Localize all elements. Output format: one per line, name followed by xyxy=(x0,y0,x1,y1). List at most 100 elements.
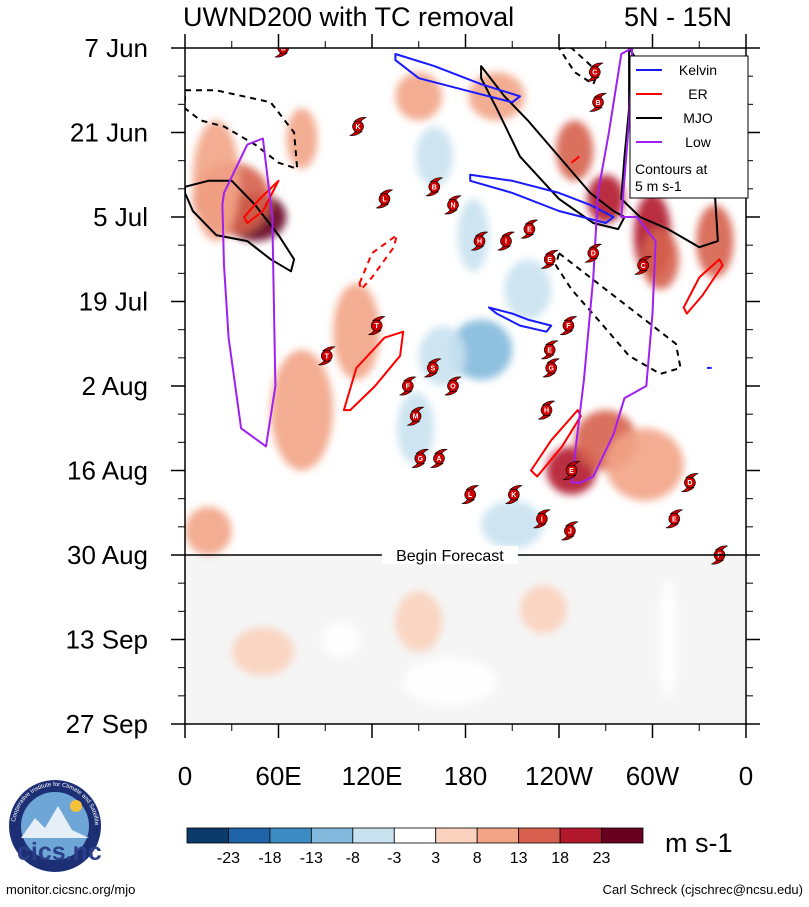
tc-marker: E xyxy=(562,461,581,480)
forecast-label: Begin Forecast xyxy=(396,548,504,565)
anomaly-patch xyxy=(457,198,489,272)
tc-marker: H xyxy=(470,231,489,251)
tc-letter: D xyxy=(687,480,692,487)
forecast-label-bg xyxy=(381,546,518,564)
tc-letter: G xyxy=(548,365,554,372)
y-tick-label: 27 Sep xyxy=(66,709,148,739)
contour-layer xyxy=(185,48,724,484)
colorbar-label: 18 xyxy=(551,850,569,867)
tc-arm-icon xyxy=(638,255,653,261)
tc-marker: C xyxy=(585,62,604,82)
logo-text: cics.nc xyxy=(17,838,102,866)
tc-marker: E xyxy=(540,249,559,269)
colorbar-swatch xyxy=(601,827,644,844)
tc-marker: E xyxy=(520,219,539,239)
tc-letter: T xyxy=(325,353,330,360)
tropical-cyclone-layer: C C B K B L N E H I D E C T F T E S G F O H M G A E D L K I E J F xyxy=(274,39,729,565)
colorbar-units: m s-1 xyxy=(665,828,733,858)
tc-marker: A xyxy=(430,448,448,468)
tc-arm-icon xyxy=(497,245,511,251)
tc-arm-icon xyxy=(349,131,363,136)
x-tick-label: 0 xyxy=(739,761,753,791)
tc-arm-icon xyxy=(279,39,291,43)
tc-marker: E xyxy=(665,509,684,529)
tc-arm-icon xyxy=(589,107,603,112)
contour-mjo xyxy=(558,48,599,86)
tc-eye-icon xyxy=(545,362,558,374)
anomaly-patch xyxy=(322,621,360,658)
tc-letter: I xyxy=(505,239,507,246)
tc-eye-icon xyxy=(433,452,445,465)
tc-arm-icon xyxy=(444,209,458,215)
colorbar-swatch xyxy=(559,827,602,844)
tc-arm-icon xyxy=(541,400,556,406)
y-tick-label: 30 Aug xyxy=(67,540,148,570)
anomaly-patch xyxy=(322,168,360,266)
tc-arm-icon xyxy=(367,330,382,336)
colorbar-swatch xyxy=(435,827,478,844)
contour-er xyxy=(530,409,582,478)
colorbar-label: -18 xyxy=(258,850,281,867)
tc-arm-icon xyxy=(371,316,386,321)
tc-letter: N xyxy=(450,202,455,209)
tc-eye-icon xyxy=(473,235,486,247)
tc-eye-icon xyxy=(428,181,441,193)
anomaly-patch xyxy=(270,349,334,471)
tc-marker: T xyxy=(367,316,386,336)
contour-kelvin xyxy=(469,173,615,224)
tc-eye-icon xyxy=(414,452,427,465)
axis-layer: Begin Forecast 7 Jun 21 Jun 5 Jul 19 Jul 2 Au… xyxy=(66,33,760,791)
tc-arm-icon xyxy=(566,461,581,466)
legend-note: Contours at xyxy=(635,161,707,177)
tc-eye-icon xyxy=(540,404,553,416)
tc-eye-icon xyxy=(352,120,364,133)
y-tick-label: 5 Jul xyxy=(93,202,148,232)
anomaly-patch xyxy=(605,428,684,501)
tc-letter: I xyxy=(541,516,543,523)
tc-arm-icon xyxy=(448,376,462,382)
tc-letter: F xyxy=(566,323,571,330)
colorbar-swatch xyxy=(518,827,561,844)
tc-arm-icon xyxy=(375,203,390,209)
legend-label-kelvin: Kelvin xyxy=(679,62,717,78)
tc-eye-icon xyxy=(409,410,422,423)
tc-marker: C xyxy=(634,255,653,275)
tc-eye-icon xyxy=(637,259,649,272)
tc-arm-icon xyxy=(524,219,539,225)
x-tick-label: 120E xyxy=(342,761,403,791)
anomaly-patch xyxy=(481,500,544,549)
tc-letter: E xyxy=(569,468,574,475)
tc-eye-icon xyxy=(564,525,576,537)
tc-arm-icon xyxy=(410,406,425,412)
tc-arm-icon xyxy=(501,231,515,237)
anomaly-patch xyxy=(395,591,443,652)
tc-arm-icon xyxy=(588,243,603,249)
tc-marker: E xyxy=(540,340,559,360)
tc-eye-icon xyxy=(543,343,556,356)
tc-letter: O xyxy=(450,384,456,391)
tc-eye-icon xyxy=(523,223,536,235)
tc-marker: G xyxy=(411,448,430,468)
tc-arm-icon xyxy=(563,316,578,321)
contour-er xyxy=(243,179,280,224)
tc-letter: D xyxy=(591,251,596,258)
tc-arm-icon xyxy=(537,414,552,420)
colorbar-swatch xyxy=(228,827,271,844)
legend-box xyxy=(629,55,749,199)
tc-arm-icon xyxy=(544,340,559,346)
tc-letter: E xyxy=(547,347,552,354)
tc-arm-icon xyxy=(415,448,430,454)
tc-marker: F xyxy=(559,316,578,336)
y-tick-label: 7 Jun xyxy=(84,33,148,63)
tc-letter: J xyxy=(568,528,572,535)
tc-marker: K xyxy=(504,485,523,505)
tc-eye-icon xyxy=(565,464,578,477)
tc-letter: L xyxy=(382,196,387,203)
contour-mjo xyxy=(480,65,626,231)
anomaly-patch xyxy=(396,392,435,465)
tc-arm-icon xyxy=(665,523,680,529)
tc-arm-icon xyxy=(474,231,489,237)
tc-eye-icon xyxy=(464,488,477,501)
source-link[interactable]: monitor.cicsnc.org/mjo xyxy=(6,882,136,897)
